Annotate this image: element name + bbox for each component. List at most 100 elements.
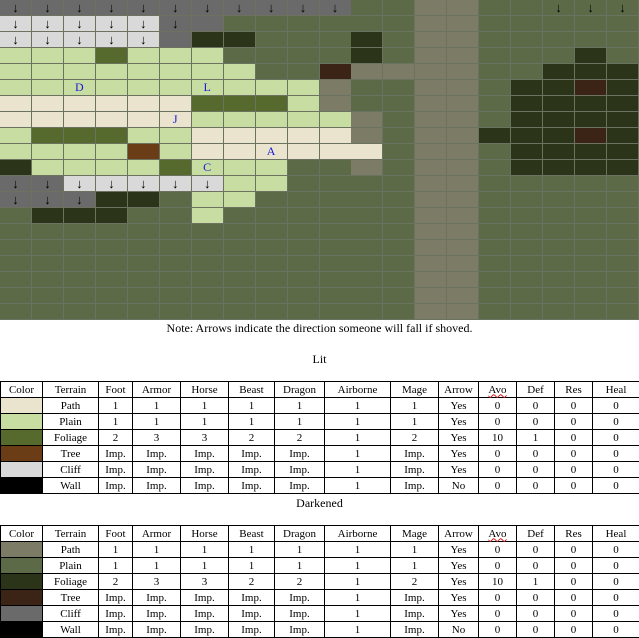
map-tile[interactable] xyxy=(255,256,288,272)
map-tile[interactable] xyxy=(223,288,256,304)
map-tile[interactable] xyxy=(191,192,224,208)
map-tile[interactable] xyxy=(447,112,480,128)
map-tile[interactable] xyxy=(511,112,544,128)
map-tile[interactable] xyxy=(351,64,384,80)
map-tile[interactable] xyxy=(479,256,512,272)
map-tile[interactable] xyxy=(447,208,480,224)
map-tile[interactable] xyxy=(159,48,192,64)
map-tile[interactable] xyxy=(159,32,192,48)
map-tile[interactable] xyxy=(287,128,320,144)
map-tile[interactable] xyxy=(415,240,448,256)
map-tile[interactable] xyxy=(223,224,256,240)
map-tile[interactable]: ↓ xyxy=(223,0,256,16)
map-tile[interactable] xyxy=(319,48,352,64)
map-tile[interactable] xyxy=(191,32,224,48)
map-tile[interactable] xyxy=(95,304,128,320)
map-tile[interactable] xyxy=(511,128,544,144)
map-tile[interactable] xyxy=(31,304,64,320)
map-tile[interactable] xyxy=(31,288,64,304)
map-tile[interactable] xyxy=(415,128,448,144)
map-tile[interactable] xyxy=(191,208,224,224)
map-tile[interactable]: ↓ xyxy=(31,16,64,32)
map-tile[interactable] xyxy=(415,16,448,32)
map-tile[interactable] xyxy=(319,112,352,128)
map-tile[interactable] xyxy=(319,256,352,272)
map-tile[interactable]: ↓ xyxy=(159,176,192,192)
map-tile[interactable] xyxy=(223,64,256,80)
map-tile[interactable] xyxy=(191,112,224,128)
map-tile[interactable] xyxy=(255,80,288,96)
map-tile[interactable] xyxy=(287,224,320,240)
map-tile[interactable] xyxy=(351,240,384,256)
map-tile[interactable] xyxy=(447,224,480,240)
map-tile[interactable] xyxy=(575,256,608,272)
map-tile[interactable] xyxy=(31,208,64,224)
map-tile[interactable] xyxy=(479,208,512,224)
map-tile[interactable] xyxy=(415,160,448,176)
map-tile[interactable] xyxy=(255,112,288,128)
map-tile[interactable] xyxy=(255,16,288,32)
map-tile[interactable] xyxy=(511,32,544,48)
map-tile[interactable] xyxy=(95,64,128,80)
map-tile[interactable] xyxy=(447,288,480,304)
map-tile[interactable] xyxy=(383,0,416,16)
map-tile[interactable] xyxy=(351,192,384,208)
map-tile[interactable]: ↓ xyxy=(95,32,128,48)
map-tile[interactable] xyxy=(31,48,64,64)
map-tile[interactable]: ↓ xyxy=(63,176,96,192)
map-tile[interactable] xyxy=(511,80,544,96)
map-tile[interactable]: ↓ xyxy=(287,0,320,16)
map-tile[interactable] xyxy=(607,80,639,96)
map-tile[interactable] xyxy=(287,16,320,32)
map-tile[interactable] xyxy=(63,304,96,320)
map-tile[interactable]: ↓ xyxy=(63,16,96,32)
map-tile[interactable] xyxy=(127,272,160,288)
map-tile[interactable] xyxy=(415,112,448,128)
map-tile[interactable] xyxy=(0,208,32,224)
map-tile[interactable] xyxy=(383,240,416,256)
map-tile[interactable] xyxy=(319,32,352,48)
map-tile[interactable] xyxy=(479,192,512,208)
map-tile[interactable] xyxy=(319,16,352,32)
map-tile[interactable] xyxy=(287,272,320,288)
map-tile[interactable] xyxy=(447,176,480,192)
map-tile[interactable] xyxy=(415,224,448,240)
map-tile[interactable] xyxy=(319,128,352,144)
map-tile[interactable] xyxy=(191,304,224,320)
map-tile[interactable] xyxy=(543,80,576,96)
map-tile[interactable] xyxy=(575,224,608,240)
map-tile[interactable] xyxy=(127,288,160,304)
map-tile[interactable] xyxy=(479,160,512,176)
map-tile[interactable] xyxy=(351,272,384,288)
map-tile[interactable] xyxy=(351,304,384,320)
map-tile[interactable] xyxy=(479,112,512,128)
map-tile[interactable] xyxy=(287,176,320,192)
map-tile[interactable] xyxy=(607,64,639,80)
map-tile[interactable] xyxy=(511,256,544,272)
map-tile[interactable] xyxy=(0,288,32,304)
map-tile[interactable] xyxy=(159,96,192,112)
map-tile[interactable] xyxy=(415,96,448,112)
map-tile[interactable] xyxy=(383,288,416,304)
map-tile[interactable] xyxy=(127,48,160,64)
map-tile[interactable] xyxy=(63,96,96,112)
map-tile[interactable] xyxy=(607,240,639,256)
map-tile[interactable] xyxy=(0,48,32,64)
map-tile[interactable] xyxy=(511,272,544,288)
map-tile[interactable] xyxy=(287,64,320,80)
map-tile[interactable]: ↓ xyxy=(95,176,128,192)
map-tile[interactable] xyxy=(95,48,128,64)
map-tile[interactable] xyxy=(383,192,416,208)
map-tile[interactable] xyxy=(31,240,64,256)
map-tile[interactable] xyxy=(543,32,576,48)
map-tile[interactable] xyxy=(63,48,96,64)
map-tile[interactable] xyxy=(383,144,416,160)
map-tile[interactable] xyxy=(447,64,480,80)
map-tile[interactable] xyxy=(191,272,224,288)
map-tile[interactable]: ↓ xyxy=(191,176,224,192)
map-tile[interactable] xyxy=(95,128,128,144)
map-tile[interactable] xyxy=(223,96,256,112)
map-tile[interactable]: ↓ xyxy=(543,0,576,16)
map-tile[interactable] xyxy=(511,304,544,320)
map-tile[interactable] xyxy=(255,288,288,304)
